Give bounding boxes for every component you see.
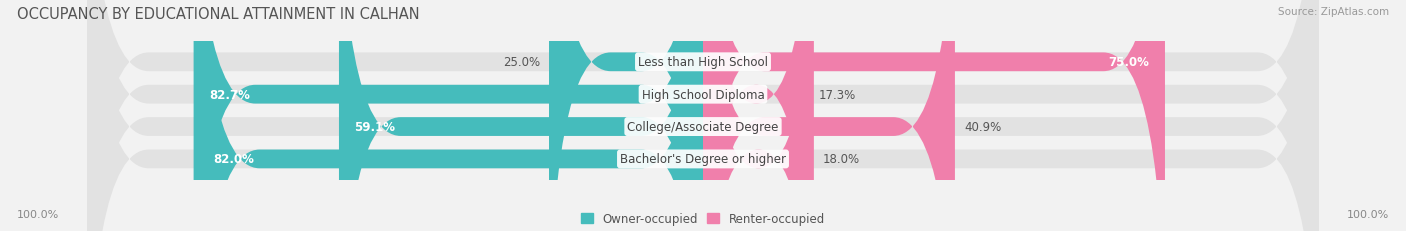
Text: 100.0%: 100.0%	[1347, 210, 1389, 219]
FancyBboxPatch shape	[198, 0, 703, 231]
Text: Source: ZipAtlas.com: Source: ZipAtlas.com	[1278, 7, 1389, 17]
FancyBboxPatch shape	[703, 0, 1166, 231]
Text: 17.3%: 17.3%	[818, 88, 856, 101]
Text: High School Diploma: High School Diploma	[641, 88, 765, 101]
FancyBboxPatch shape	[339, 0, 703, 231]
Text: 18.0%: 18.0%	[823, 153, 860, 166]
FancyBboxPatch shape	[87, 0, 1319, 231]
Text: 25.0%: 25.0%	[503, 56, 540, 69]
Text: 59.1%: 59.1%	[354, 121, 395, 134]
Text: Bachelor's Degree or higher: Bachelor's Degree or higher	[620, 153, 786, 166]
FancyBboxPatch shape	[703, 0, 810, 231]
FancyBboxPatch shape	[194, 0, 703, 231]
FancyBboxPatch shape	[87, 0, 1319, 231]
FancyBboxPatch shape	[703, 0, 814, 231]
Text: 100.0%: 100.0%	[17, 210, 59, 219]
FancyBboxPatch shape	[703, 0, 955, 231]
FancyBboxPatch shape	[87, 0, 1319, 231]
Legend: Owner-occupied, Renter-occupied: Owner-occupied, Renter-occupied	[581, 212, 825, 225]
Text: 75.0%: 75.0%	[1109, 56, 1150, 69]
FancyBboxPatch shape	[548, 0, 703, 231]
Text: College/Associate Degree: College/Associate Degree	[627, 121, 779, 134]
Text: OCCUPANCY BY EDUCATIONAL ATTAINMENT IN CALHAN: OCCUPANCY BY EDUCATIONAL ATTAINMENT IN C…	[17, 7, 419, 22]
Text: 40.9%: 40.9%	[965, 121, 1001, 134]
Text: 82.0%: 82.0%	[214, 153, 254, 166]
FancyBboxPatch shape	[87, 0, 1319, 231]
Text: 82.7%: 82.7%	[209, 88, 250, 101]
Text: Less than High School: Less than High School	[638, 56, 768, 69]
